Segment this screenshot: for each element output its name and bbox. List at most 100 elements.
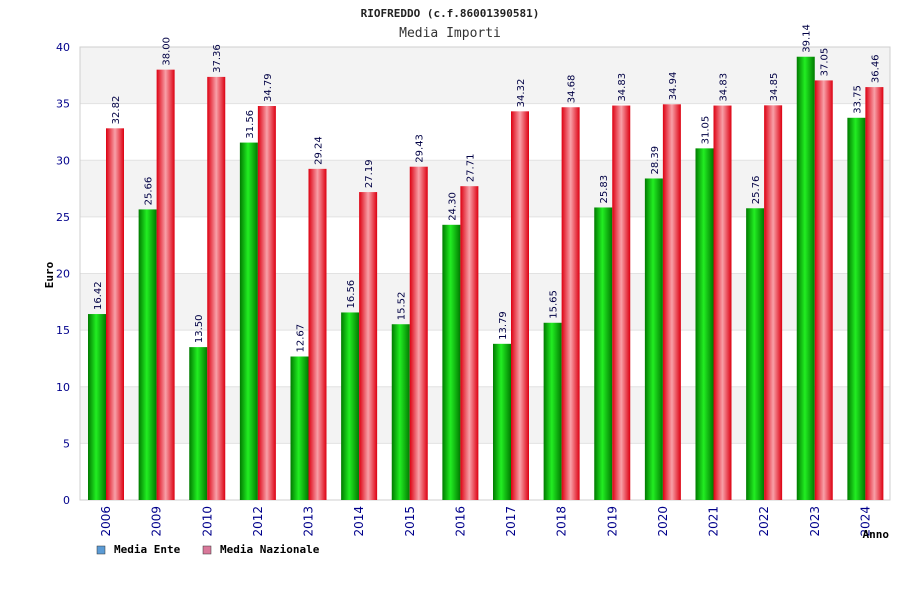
plot-frame	[79, 46, 891, 501]
bar-media-nazionale	[865, 87, 884, 500]
value-label: 34.32	[516, 79, 527, 108]
x-tick-label: 2009	[150, 506, 164, 537]
value-label: 16.56	[346, 280, 357, 309]
value-label: 25.83	[599, 175, 610, 204]
bar-media-ente	[493, 343, 511, 500]
y-tick-label: 25	[56, 211, 70, 224]
bar-media-nazionale	[511, 111, 529, 501]
x-tick-label: 2021	[707, 506, 721, 537]
value-label: 28.39	[650, 146, 661, 175]
y-axis-ticks: 0 5 10 15 20 25 30 35 40	[56, 41, 70, 507]
value-label: 38.00	[162, 37, 173, 66]
chart-subtitle: Media Importi	[399, 26, 501, 41]
value-label: 27.71	[465, 154, 476, 183]
bar-media-nazionale	[156, 69, 175, 501]
bar-media-ente	[695, 148, 714, 500]
value-label: 29.24	[314, 136, 325, 165]
y-tick-label: 5	[63, 437, 70, 450]
value-label: 37.05	[820, 48, 831, 77]
value-label: 34.85	[769, 73, 780, 102]
bar-media-ente	[391, 324, 410, 500]
legend-label-media-nazionale: Media Nazionale	[220, 543, 320, 556]
bar-media-ente	[847, 117, 866, 500]
value-label: 13.79	[498, 311, 509, 340]
x-tick-label: 2014	[352, 506, 366, 537]
bar-media-nazionale	[460, 186, 479, 500]
bar-media-nazionale	[612, 105, 631, 501]
value-label: 15.52	[397, 292, 408, 321]
bar-media-nazionale	[561, 107, 580, 501]
bars	[88, 56, 884, 501]
legend-swatch-media-ente	[96, 545, 106, 555]
bar-media-ente	[189, 347, 208, 500]
bar-media-nazionale	[359, 192, 378, 501]
value-label: 32.82	[111, 96, 122, 125]
bar-media-nazionale	[308, 168, 327, 500]
bar-media-ente	[442, 224, 461, 501]
x-tick-label: 2015	[403, 506, 417, 537]
x-tick-label: 2010	[200, 506, 214, 537]
bar-media-ente	[746, 208, 765, 500]
x-tick-label: 2012	[251, 506, 265, 537]
chart-title: RIOFREDDO (c.f.86001390581)	[361, 7, 540, 20]
value-label: 34.79	[263, 73, 274, 102]
x-tick-label: 2024	[858, 506, 872, 537]
x-tick-label: 2019	[605, 506, 619, 537]
x-axis-ticks: 2006 2009 2010 2012 2013 2014 2015 2016 2017 2018…	[99, 506, 872, 537]
y-tick-label: 20	[56, 268, 70, 281]
bar-media-ente	[138, 209, 157, 500]
value-label: 37.36	[212, 44, 223, 73]
bar-media-ente	[796, 56, 815, 500]
value-label: 16.42	[93, 281, 104, 310]
value-label: 12.67	[296, 324, 307, 353]
bar-media-ente	[290, 356, 309, 500]
y-tick-label: 15	[56, 324, 70, 337]
x-tick-label: 2017	[504, 506, 518, 537]
y-tick-label: 35	[56, 98, 70, 111]
value-label: 34.83	[617, 73, 628, 102]
y-tick-label: 0	[63, 494, 70, 507]
value-label: 36.46	[870, 54, 881, 83]
x-tick-label: 2013	[302, 506, 316, 537]
value-label: 15.65	[549, 290, 560, 319]
y-tick-label: 10	[56, 381, 70, 394]
value-label: 27.19	[364, 159, 375, 188]
bar-media-nazionale	[764, 105, 783, 500]
y-tick-label: 40	[56, 41, 70, 54]
x-tick-label: 2022	[757, 506, 771, 537]
value-label: 25.66	[144, 177, 155, 206]
bar-media-nazionale	[257, 106, 276, 501]
legend-swatch-media-nazionale	[202, 545, 212, 555]
y-tick-label: 30	[56, 154, 70, 167]
legend: Media Ente Media Nazionale	[96, 543, 320, 556]
bar-media-ente	[88, 314, 106, 500]
x-tick-label: 2018	[555, 506, 569, 537]
bar-media-nazionale	[409, 166, 428, 500]
bar-media-ente	[543, 322, 562, 500]
bar-media-ente	[239, 142, 258, 500]
value-label: 31.05	[701, 116, 712, 145]
bar-media-nazionale	[106, 128, 124, 500]
value-label: 34.68	[567, 75, 578, 104]
value-labels: 16.42 32.82 25.66 38.00 13.50 37.36 31.56 34.79…	[93, 24, 881, 352]
value-label: 34.94	[668, 72, 679, 101]
value-label: 33.75	[852, 85, 863, 114]
x-tick-label: 2020	[656, 506, 670, 537]
x-tick-label: 2023	[808, 506, 822, 537]
value-label: 24.30	[447, 192, 458, 221]
x-tick-label: 2006	[99, 506, 113, 537]
x-tick-label: 2016	[453, 506, 467, 537]
bar-media-ente	[341, 312, 360, 500]
y-axis-label: Euro	[43, 261, 56, 288]
bar-media-ente	[594, 207, 613, 500]
legend-label-media-ente: Media Ente	[114, 543, 181, 556]
bar-media-nazionale	[207, 76, 226, 500]
bar-media-nazionale	[814, 80, 833, 500]
value-label: 25.76	[751, 176, 762, 205]
value-label: 29.43	[415, 134, 426, 163]
x-axis-label: Anno	[863, 528, 890, 541]
bar-media-nazionale	[713, 105, 732, 501]
bar-media-ente	[644, 178, 663, 500]
value-label: 34.83	[719, 73, 730, 102]
